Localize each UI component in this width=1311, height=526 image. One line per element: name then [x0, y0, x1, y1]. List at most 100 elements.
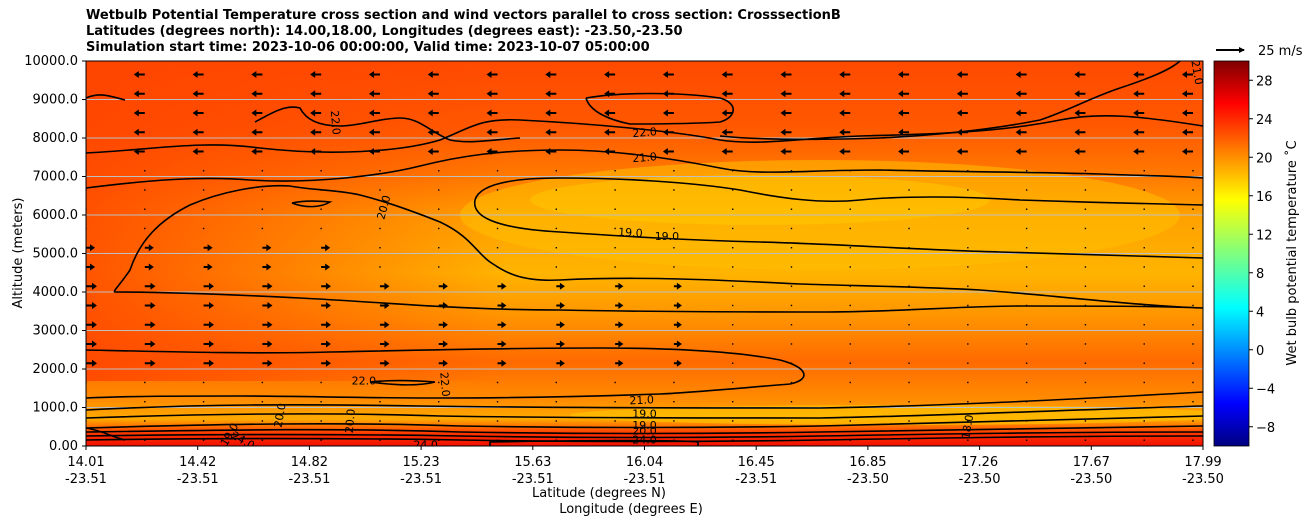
wind-vector [86, 301, 97, 309]
wind-vector [849, 304, 851, 307]
wind-vector [731, 362, 734, 364]
wind-vector [368, 90, 380, 98]
x-tick-label-lat: 15.63 [514, 455, 551, 470]
wind-vector [790, 324, 793, 326]
wind-vector [673, 340, 682, 348]
wind-vector [839, 147, 851, 155]
wind-vector [1025, 401, 1028, 403]
wind-vector [1084, 189, 1087, 191]
wind-vector [614, 401, 616, 403]
contour-label: 21.0 [632, 150, 658, 165]
wind-vector [320, 189, 322, 191]
wind-vector [604, 147, 616, 155]
contour-line [86, 94, 126, 101]
wind-vector [320, 208, 322, 210]
x-tick-label-lat: 17.67 [1073, 455, 1110, 470]
wind-vector [310, 128, 322, 136]
wind-vector [1025, 362, 1028, 364]
wind-vector [614, 170, 616, 172]
wind-vector [673, 439, 675, 441]
wind-vector [438, 282, 448, 290]
colorbar-tick-label: 0 [1256, 344, 1264, 359]
x-tick-label-lon: -23.51 [512, 472, 554, 487]
wind-vector [555, 208, 558, 210]
wind-vector [790, 343, 793, 345]
wind-vector [1182, 128, 1193, 136]
wind-vector [614, 247, 616, 249]
x-tick-label-lat: 17.26 [961, 455, 998, 470]
wind-vector [251, 109, 263, 117]
wind-vector [731, 208, 734, 210]
wind-vector [1143, 362, 1145, 364]
y-tick-label: 5000.0 [33, 247, 79, 262]
wind-vector [967, 381, 969, 384]
wind-vector [438, 208, 440, 210]
wind-vector [144, 340, 156, 348]
contour-label: 20.0 [272, 402, 289, 428]
wind-vector [262, 321, 273, 329]
wind-vector [908, 266, 910, 268]
wind-vector [1084, 304, 1087, 307]
wind-vector [967, 401, 969, 403]
wind-vector [496, 401, 499, 403]
wind-vector [192, 147, 204, 155]
wind-vector [614, 266, 616, 268]
wind-vector [203, 282, 214, 290]
wind-vector [202, 381, 205, 384]
wind-vector [144, 301, 156, 309]
wind-vector [849, 362, 851, 364]
wind-vector [379, 247, 381, 249]
wind-vector [144, 263, 154, 271]
wind-vector [427, 109, 439, 117]
wind-vector [908, 208, 910, 210]
contour-label: 24.0 [632, 433, 657, 446]
wind-vector [780, 109, 792, 117]
wind-vector [133, 90, 145, 98]
wind-vector [202, 170, 205, 172]
wind-vector [908, 304, 910, 307]
wind-vector [849, 247, 851, 249]
x-tick-label-lat: 16.45 [738, 455, 775, 470]
wind-vector [849, 227, 851, 230]
wind-vector [1133, 109, 1145, 117]
wind-vector [849, 439, 851, 441]
contour-line [86, 347, 805, 399]
wind-vector [1084, 285, 1087, 287]
wind-vector [780, 147, 792, 155]
wind-vector [497, 321, 507, 329]
wind-vector [75, 148, 86, 155]
wind-vector [673, 247, 675, 249]
wind-vector [967, 189, 969, 191]
wind-vector [849, 170, 851, 172]
wind-vector [321, 263, 331, 271]
wind-vector [261, 420, 264, 422]
wind-vector [438, 420, 440, 422]
wind-vector [839, 90, 851, 98]
wind-vector [1143, 247, 1145, 249]
wind-vector [849, 285, 851, 287]
wind-vector [956, 147, 968, 155]
y-axis-label: Altitude (meters) [11, 198, 26, 309]
wind-vector [368, 128, 380, 136]
wind-vector [427, 128, 439, 136]
wind-vector [1025, 343, 1028, 345]
contour-label: 19.0 [618, 226, 643, 240]
wind-vector [898, 109, 910, 117]
wind-vector [1074, 70, 1086, 78]
wind-vector [967, 285, 969, 287]
colorbar-tick-label: −4 [1256, 382, 1275, 397]
wind-vector [1143, 227, 1145, 230]
warm-region-left [86, 61, 506, 381]
contour-line [86, 435, 1203, 443]
wind-vector [262, 244, 272, 252]
contour-label: 18.0 [959, 414, 976, 440]
wind-vector [251, 147, 263, 155]
wind-vector [731, 439, 734, 441]
wind-vector [555, 401, 558, 403]
wind-vector [1192, 362, 1194, 364]
colorbar-tick-label: 24 [1256, 113, 1273, 128]
wind-vector [262, 282, 273, 290]
wind-vector [967, 420, 969, 422]
x-tick-label-lon: -23.50 [847, 472, 889, 487]
